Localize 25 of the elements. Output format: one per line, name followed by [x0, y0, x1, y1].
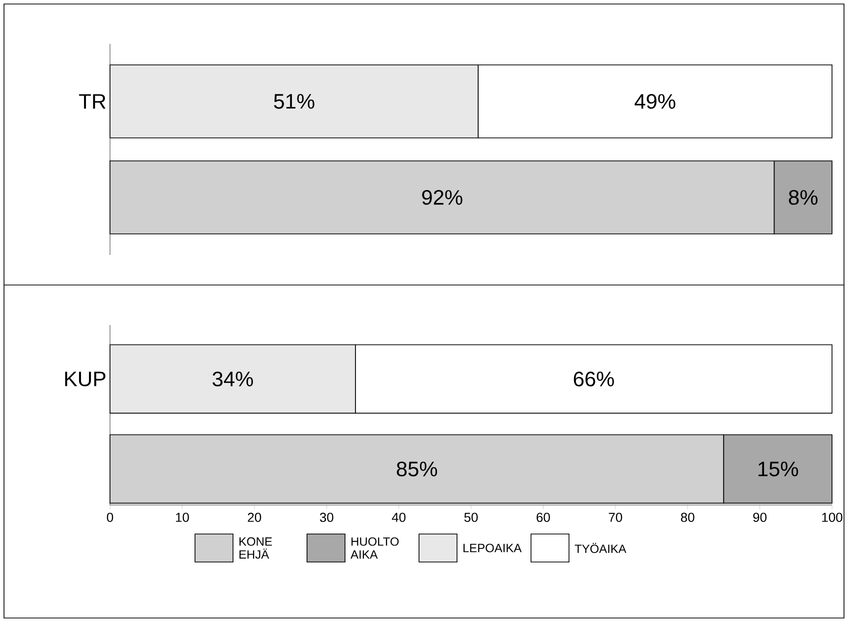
x-tick-label: 30 [320, 512, 334, 522]
x-tick-label: 0 [106, 512, 114, 522]
x-tick-label: 20 [248, 512, 262, 522]
data-label: 15% [758, 462, 798, 476]
x-tick-label: 100 [822, 512, 842, 522]
y-tick-label: TR [79, 94, 106, 109]
data-label: 49% [634, 94, 676, 109]
data-label: 92% [422, 190, 462, 205]
x-tick-label: 80 [680, 512, 694, 522]
data-label: 8% [788, 190, 818, 205]
x-tick-label: 10 [176, 512, 189, 522]
legend-label: KONE EHJÄ [240, 537, 272, 559]
legend-label: HUOLTO AIKA [350, 537, 399, 559]
x-tick-label: 40 [392, 512, 406, 522]
x-tick-label: 90 [753, 512, 767, 522]
data-label: 51% [274, 94, 314, 109]
legend-label: LEPOAIKA [464, 544, 522, 552]
y-tick-label: KUP [65, 372, 106, 386]
data-label: 34% [212, 372, 253, 386]
legend-label: TYÖAIKA [574, 542, 626, 554]
x-tick-label: 70 [608, 512, 622, 522]
x-tick-label: 50 [464, 512, 478, 522]
x-tick-label: 60 [536, 512, 550, 522]
data-label: 66% [574, 372, 614, 386]
data-label: 85% [396, 462, 438, 476]
